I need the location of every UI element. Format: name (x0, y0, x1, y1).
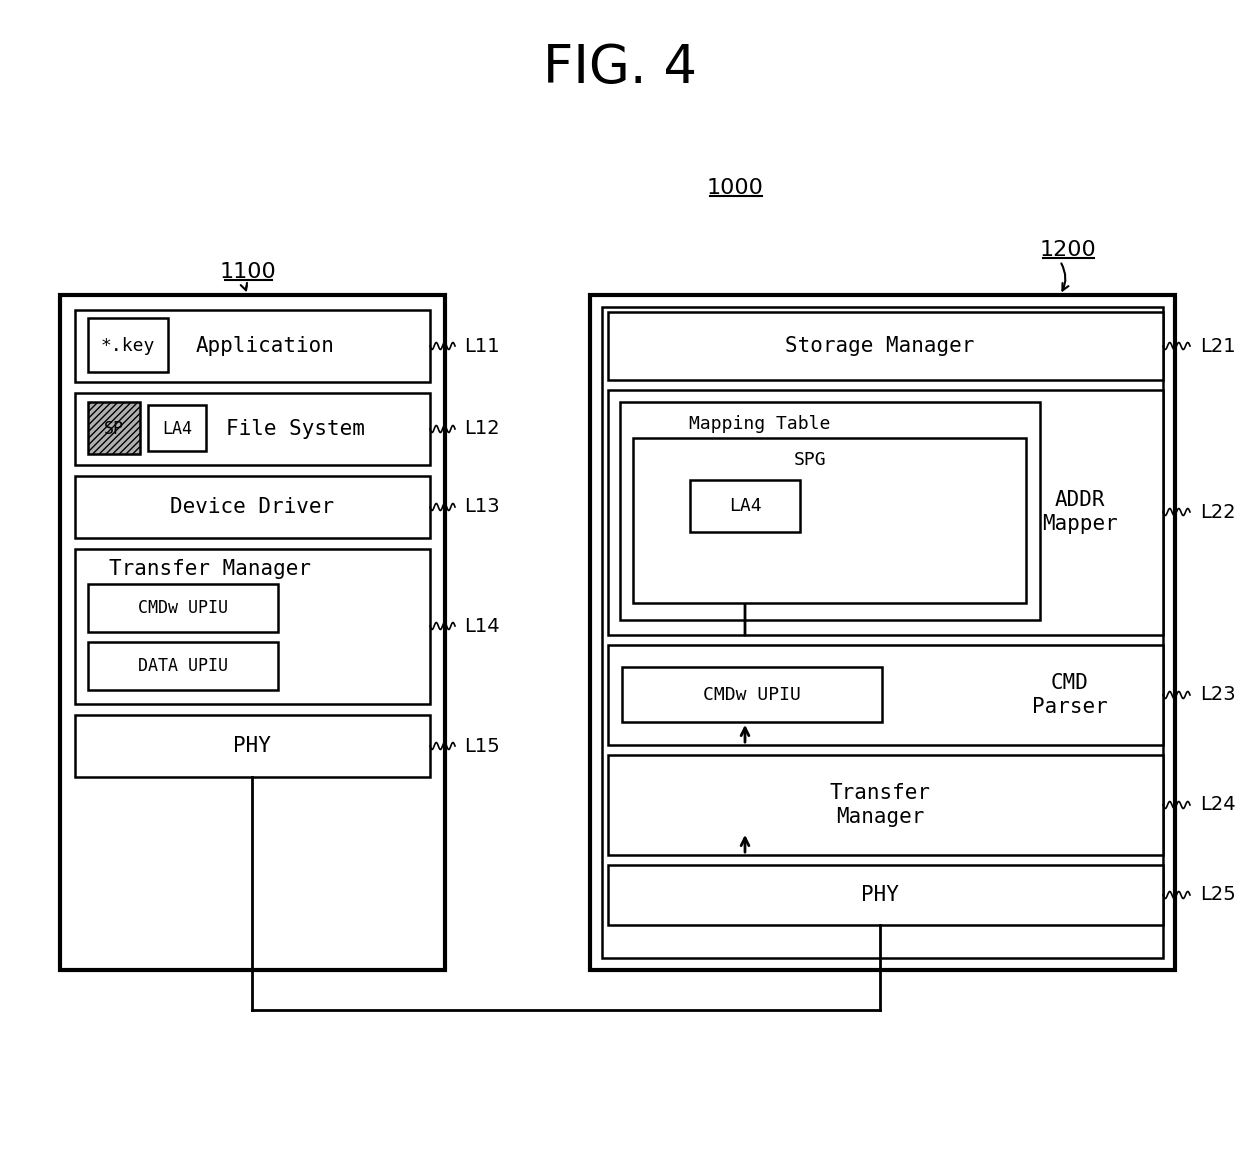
Text: L21: L21 (1200, 337, 1235, 356)
Text: L25: L25 (1200, 885, 1236, 904)
Text: Transfer
Manager: Transfer Manager (830, 783, 930, 826)
Bar (88, 642, 278, 690)
Text: Application: Application (196, 336, 335, 356)
Text: L11: L11 (464, 337, 500, 356)
Text: PHY: PHY (233, 736, 270, 756)
Text: Mapping Table: Mapping Table (689, 414, 831, 433)
Text: SP: SP (104, 420, 124, 438)
Text: DATA UPIU: DATA UPIU (138, 657, 228, 675)
Text: LA4: LA4 (162, 420, 192, 438)
Bar (622, 667, 882, 722)
Text: Transfer Manager: Transfer Manager (109, 559, 311, 579)
Bar (608, 645, 1163, 745)
Text: SPG: SPG (794, 451, 826, 468)
Text: L23: L23 (1200, 686, 1235, 704)
Bar (88, 583, 278, 632)
Bar (601, 306, 1163, 958)
Bar (74, 310, 430, 382)
Text: L13: L13 (464, 498, 500, 517)
Text: *.key: *.key (100, 337, 155, 355)
Bar (608, 312, 1163, 380)
Bar (608, 755, 1163, 855)
Bar (590, 295, 1176, 970)
Text: Device Driver: Device Driver (170, 497, 334, 517)
Text: L24: L24 (1200, 796, 1235, 815)
Bar (74, 393, 430, 465)
Text: 1200: 1200 (1039, 239, 1096, 259)
Text: CMDw UPIU: CMDw UPIU (138, 599, 228, 618)
Bar (74, 549, 430, 704)
Bar (148, 405, 206, 451)
Text: ADDR
Mapper: ADDR Mapper (1042, 491, 1118, 534)
Bar (632, 438, 1025, 603)
Bar (88, 318, 167, 372)
Text: L22: L22 (1200, 502, 1235, 521)
Text: File System: File System (226, 419, 365, 439)
Bar (620, 402, 1040, 620)
Text: Storage Manager: Storage Manager (785, 336, 975, 356)
Text: PHY: PHY (861, 885, 899, 905)
Text: CMD
Parser: CMD Parser (1032, 674, 1107, 716)
Text: FIG. 4: FIG. 4 (543, 42, 697, 94)
Bar (689, 480, 800, 532)
Text: 1000: 1000 (707, 178, 764, 198)
Bar (608, 865, 1163, 925)
Bar (88, 402, 140, 454)
Bar (60, 295, 445, 970)
Bar (74, 715, 430, 777)
Text: L15: L15 (464, 736, 500, 756)
Text: LA4: LA4 (729, 497, 761, 515)
Text: L14: L14 (464, 616, 500, 635)
Bar (74, 475, 430, 538)
Text: 1100: 1100 (219, 262, 277, 282)
Bar (608, 390, 1163, 635)
Text: L12: L12 (464, 419, 500, 439)
Text: CMDw UPIU: CMDw UPIU (703, 686, 801, 704)
